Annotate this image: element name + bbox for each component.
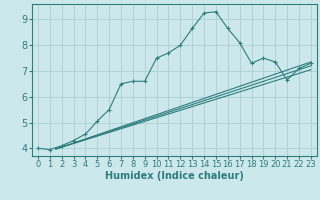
X-axis label: Humidex (Indice chaleur): Humidex (Indice chaleur) (105, 171, 244, 181)
